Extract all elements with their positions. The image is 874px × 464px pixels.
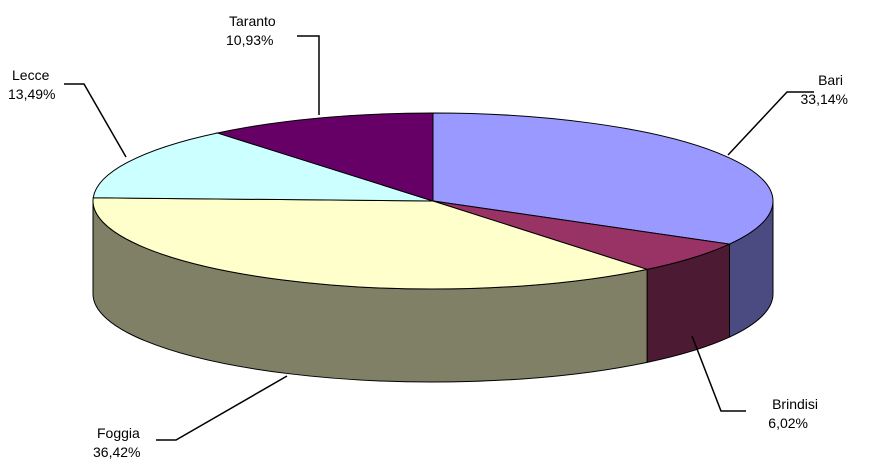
label-bari-value: 33,14% (801, 91, 848, 107)
leader-line-lecce (64, 83, 127, 158)
pie-sides (92, 200, 774, 383)
pie-slice-taranto (215, 112, 434, 202)
pie-slice-foggia (92, 197, 650, 290)
label-foggia-value: 36,42% (93, 444, 140, 460)
label-brindisi-name: Brindisi (772, 396, 818, 412)
label-foggia-name: Foggia (97, 425, 140, 441)
pie-slice-brindisi (432, 200, 732, 270)
pie-slice-bari (432, 112, 774, 245)
pie-slice-lecce (92, 132, 434, 202)
leader-line-taranto (297, 35, 320, 115)
pie-slices (92, 112, 774, 290)
label-taranto-value: 10,93% (226, 32, 273, 48)
leader-line-brindisi (691, 335, 746, 412)
leader-lines (64, 35, 814, 441)
leader-line-bari (727, 91, 814, 156)
leader-line-foggia (156, 375, 288, 441)
label-taranto-name: Taranto (229, 13, 276, 29)
label-lecce-value: 13,49% (8, 86, 55, 102)
label-brindisi-value: 6,02% (768, 415, 808, 431)
label-bari-name: Bari (818, 72, 843, 88)
label-lecce-name: Lecce (12, 67, 50, 83)
